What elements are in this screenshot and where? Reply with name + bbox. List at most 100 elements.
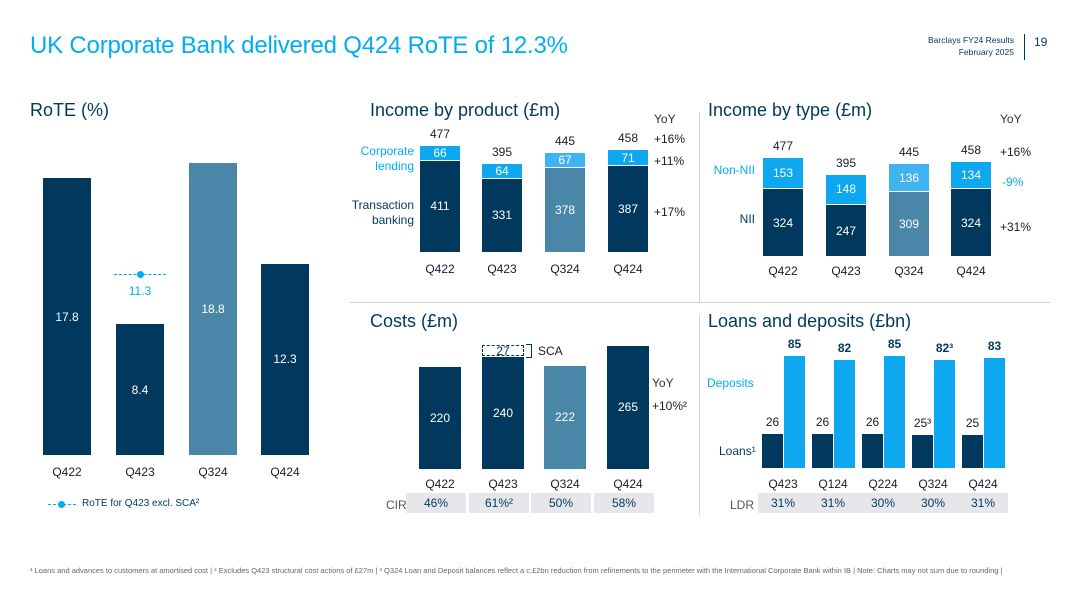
- deposits-value: 85: [887, 336, 902, 351]
- deposits-value: 85: [787, 336, 802, 351]
- vertical-divider-top: [699, 112, 700, 302]
- costs-category: Q423: [488, 477, 518, 491]
- nii-bar: 309: [889, 192, 929, 256]
- income-product-total: 445: [554, 134, 576, 149]
- loans-bar: [812, 433, 833, 468]
- non-nii-label: Non-NII: [713, 163, 755, 177]
- income-product-category: Q324: [550, 262, 580, 276]
- income-type-yoy-header: YoY: [1000, 112, 1022, 126]
- vertical-divider-bottom: [699, 315, 700, 515]
- page-title: UK Corporate Bank delivered Q424 RoTE of…: [30, 32, 568, 59]
- brand-block: Barclays FY24 Results February 2025: [928, 34, 1014, 58]
- income-type-yoy-total: +16%: [1000, 145, 1032, 159]
- loans-category: Q324: [918, 477, 948, 491]
- income-product-category: Q423: [487, 262, 517, 276]
- loans-bar: [762, 433, 783, 468]
- income-product-total: 477: [429, 127, 451, 142]
- non-nii-bar: 134: [951, 161, 991, 189]
- nii-bar: 324: [951, 189, 991, 256]
- cir-value: 61%²: [469, 493, 529, 513]
- loans-value: 26: [815, 414, 830, 429]
- rote-bar-q424: 12.3: [261, 263, 309, 455]
- costs-yoy-header: YoY: [652, 376, 674, 390]
- ldr-value: 30%: [858, 493, 908, 513]
- income-product-total: 458: [617, 131, 639, 146]
- costs-bar: 240: [482, 357, 524, 469]
- income-product-yoy-transaction: +17%: [654, 205, 686, 219]
- rote-bar-q422: 17.8: [43, 178, 91, 455]
- income-type-total: 395: [835, 155, 857, 170]
- rote-excl-sca-marker: [137, 271, 144, 278]
- deposits-value: 82³: [935, 340, 954, 355]
- page-number: 19: [1034, 35, 1048, 49]
- costs-bar: 222: [544, 365, 586, 469]
- deposits-value: 83: [987, 339, 1002, 354]
- non-nii-bar: 148: [826, 174, 866, 205]
- rote-bar-q324: 18.8: [189, 162, 237, 455]
- income-product-yoy-lending: +11%: [654, 154, 685, 168]
- brand-line-2: February 2025: [958, 47, 1014, 57]
- nii-bar: 247: [826, 205, 866, 256]
- costs-category: Q324: [550, 477, 580, 491]
- sca-bar: 27: [482, 344, 524, 358]
- ldr-value: 31%: [758, 493, 808, 513]
- income-type-category: Q422: [768, 264, 798, 278]
- deposits-bar: [834, 359, 855, 468]
- income-product-yoy-total: +16%: [654, 132, 686, 146]
- deposits-bar: [934, 359, 955, 468]
- loans-value: 26: [865, 414, 880, 429]
- income-product-total: 395: [491, 145, 513, 160]
- income-type-category: Q423: [831, 264, 861, 278]
- loans-value: 25: [965, 416, 980, 430]
- rote-category-label: Q423: [125, 465, 155, 479]
- costs-yoy-value: +10%²: [652, 399, 688, 413]
- loans-category: Q423: [768, 477, 798, 491]
- deposits-bar: [884, 355, 905, 468]
- loans-bar: [962, 435, 983, 468]
- corporate-lending-bar: 66: [420, 146, 460, 160]
- cir-value: 50%: [531, 493, 591, 513]
- ldr-value: 31%: [808, 493, 858, 513]
- corporate-lending-label: Corporate lending: [360, 144, 414, 173]
- transaction-banking-bar: 331: [482, 178, 522, 252]
- income-type-category: Q424: [956, 264, 986, 278]
- income-product-category: Q424: [613, 262, 643, 276]
- loans-title: Loans and deposits (£bn): [708, 311, 912, 331]
- rote-category-label: Q324: [198, 465, 228, 479]
- loans-category: Q424: [968, 477, 998, 491]
- cir-value: 58%: [594, 493, 654, 513]
- non-nii-bar: 136: [889, 164, 929, 192]
- transaction-banking-label: Transaction banking: [351, 198, 414, 227]
- nii-bar: 324: [763, 189, 803, 256]
- cir-value: 46%: [406, 493, 466, 513]
- transaction-banking-bar: 387: [608, 166, 648, 252]
- deposits-bar: [784, 355, 805, 468]
- income-product-yoy-header: YoY: [654, 112, 676, 126]
- ldr-label: LDR: [730, 498, 755, 512]
- loans-value: 25³: [913, 416, 932, 430]
- income-product-category: Q422: [425, 262, 455, 276]
- loans-category: Q124: [818, 477, 848, 491]
- nii-label: NII: [739, 212, 755, 226]
- rote-legend-label: RoTE for Q423 excl. SCA²: [82, 498, 200, 509]
- deposits-value: 82: [837, 340, 852, 355]
- deposits-label: Deposits: [707, 376, 754, 390]
- deposits-bar: [984, 358, 1005, 468]
- income-type-total: 445: [898, 145, 920, 160]
- sca-label: SCA: [538, 344, 563, 358]
- income-type-total: 458: [960, 142, 982, 157]
- income-type-title: Income by type (£m): [708, 100, 873, 120]
- costs-category: Q422: [425, 477, 455, 491]
- income-type-total: 477: [772, 138, 794, 153]
- loans-bar: [862, 433, 883, 468]
- costs-category: Q424: [613, 477, 643, 491]
- rote-excl-sca-value: 11.3: [128, 284, 152, 298]
- corporate-lending-bar: 67: [545, 153, 585, 167]
- horizontal-divider: [350, 302, 1050, 303]
- loans-value: 26: [765, 414, 780, 429]
- rote-title: RoTE (%): [30, 100, 110, 120]
- costs-bar: 265: [607, 345, 649, 469]
- corporate-lending-bar: 64: [482, 164, 522, 178]
- costs-bar: 220: [419, 366, 461, 469]
- income-type-yoy-nii: +31%: [1000, 220, 1032, 234]
